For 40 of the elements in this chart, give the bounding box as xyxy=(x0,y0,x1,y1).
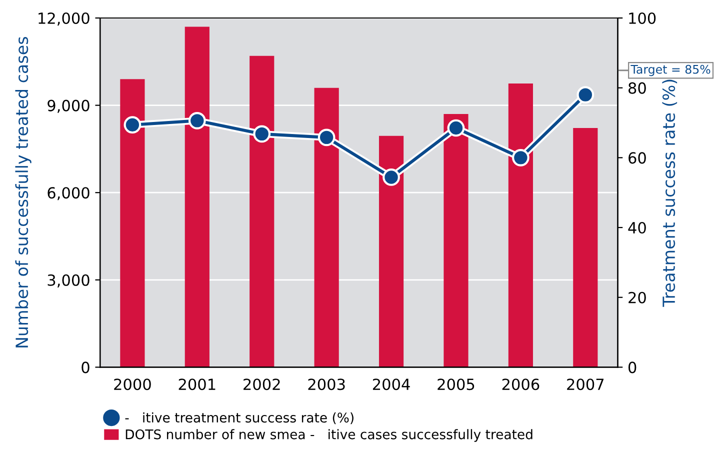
y-tick-label: 9,000 xyxy=(48,100,90,113)
point xyxy=(124,116,142,134)
y2-axis-title: Treatment success rate (%) xyxy=(662,80,678,307)
bar xyxy=(250,56,274,368)
y2-tick-label: 60 xyxy=(628,152,646,164)
y-tick-label: 0 xyxy=(82,362,90,374)
y-tick-label: 6,000 xyxy=(48,187,90,200)
y-axis-title: Number of successfully treated cases xyxy=(15,37,32,348)
point xyxy=(512,148,530,166)
y2-tick-label: 40 xyxy=(628,222,646,234)
bar xyxy=(184,26,210,368)
legend-label: DOTS number of new smea - itive cases successfully treated xyxy=(126,429,532,442)
point xyxy=(188,112,206,130)
x-tick-label: 2007 xyxy=(567,378,604,390)
point xyxy=(447,119,465,137)
x-tick-label: 2004 xyxy=(372,378,410,390)
bar xyxy=(314,88,339,368)
y2-tick-label: 20 xyxy=(628,292,646,304)
bar xyxy=(378,136,404,368)
x-tick-label: 2003 xyxy=(308,378,345,390)
y-tick-label: 3,000 xyxy=(48,274,90,288)
x-tick-label: 2000 xyxy=(114,378,151,390)
legend-label: - itive treatment success rate (%) xyxy=(125,412,354,424)
bar xyxy=(120,79,145,368)
bar xyxy=(444,114,468,368)
x-tick-label: 2005 xyxy=(438,378,474,390)
y2-tick-label: 0 xyxy=(628,362,636,374)
x-tick-label: 2001 xyxy=(178,378,216,390)
ref-line-label: Target = 85% xyxy=(630,64,710,76)
point xyxy=(382,168,400,186)
x-tick-label: 2006 xyxy=(502,378,540,390)
x-tick-label: 2002 xyxy=(244,378,280,390)
point xyxy=(253,125,271,143)
y2-tick-label: 80 xyxy=(628,82,646,94)
point xyxy=(576,86,594,104)
y2-tick-label: 100 xyxy=(629,12,656,24)
bar xyxy=(508,83,533,368)
point xyxy=(318,128,336,146)
bar xyxy=(573,128,598,368)
y-tick-label: 12,000 xyxy=(38,12,90,26)
